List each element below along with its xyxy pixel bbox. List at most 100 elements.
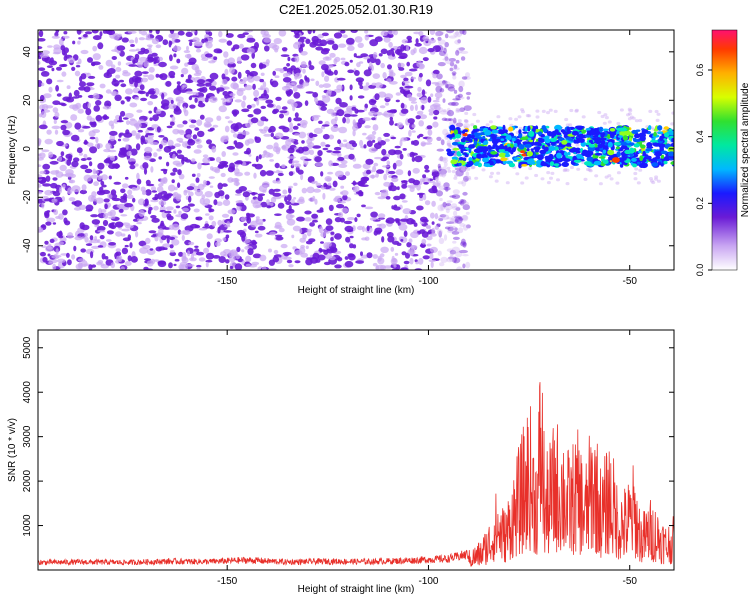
spectrogram-blob bbox=[158, 56, 164, 62]
spectrogram-signal-blob bbox=[484, 129, 492, 136]
spectrogram-blob bbox=[455, 108, 460, 112]
spectrogram-blob bbox=[79, 189, 88, 195]
spectrogram-blob bbox=[615, 181, 620, 185]
spectrogram-blob bbox=[257, 225, 266, 231]
spectrogram-blob bbox=[245, 255, 252, 263]
spectrogram-blob bbox=[411, 76, 416, 80]
spectrogram-signal-blob bbox=[607, 141, 613, 148]
spectrogram-blob bbox=[81, 184, 87, 191]
spectrogram-blob bbox=[446, 200, 453, 204]
spectrogram-blob bbox=[277, 172, 284, 177]
spectrogram-blob bbox=[349, 95, 353, 101]
spectrogram-blob bbox=[52, 177, 58, 181]
spectrogram-blob bbox=[52, 263, 57, 270]
spectrogram-blob bbox=[43, 93, 52, 99]
spectrogram-blob bbox=[88, 264, 93, 270]
spectrogram-blob bbox=[55, 30, 60, 34]
spectrogram-blob bbox=[401, 200, 408, 203]
spectrogram-blob bbox=[627, 112, 632, 116]
spectrogram-blob bbox=[41, 103, 49, 111]
spectrogram-blob bbox=[218, 163, 225, 169]
spectrogram-blob bbox=[151, 124, 159, 129]
spectrogram-blob bbox=[66, 252, 70, 258]
x-tick-label: -100 bbox=[418, 576, 438, 587]
spectrogram-blob bbox=[129, 102, 138, 108]
spectrogram-blob bbox=[372, 139, 376, 143]
spectrogram-blob bbox=[515, 172, 520, 176]
spectrogram-signal-blob bbox=[663, 160, 668, 165]
spectrogram-blob bbox=[119, 50, 125, 57]
spectrogram-blob bbox=[634, 167, 639, 171]
spectrogram-blob bbox=[227, 57, 235, 65]
spectrogram-blob bbox=[227, 166, 235, 173]
spectrogram-blob bbox=[51, 198, 58, 203]
spectrogram-blob bbox=[174, 143, 181, 148]
spectrogram-blob bbox=[96, 261, 102, 266]
spectrogram-blob bbox=[241, 108, 250, 113]
spectrogram-blob bbox=[320, 106, 327, 111]
spectrogram-blob bbox=[160, 220, 164, 226]
spectrogram-blob bbox=[289, 214, 295, 218]
spectrogram-signal-blob bbox=[616, 151, 621, 158]
spectrogram-blob bbox=[177, 30, 185, 36]
spectrogram-blob bbox=[191, 158, 196, 163]
spectrogram-blob bbox=[460, 50, 469, 55]
spectrogram-blob bbox=[336, 84, 343, 91]
spectrogram-blob bbox=[451, 170, 456, 174]
spectrogram-blob bbox=[258, 154, 262, 160]
spectrogram-blob bbox=[348, 253, 356, 261]
spectrogram-blob bbox=[325, 218, 333, 226]
spectrogram-blob bbox=[315, 162, 323, 167]
spectrogram-blob bbox=[433, 109, 440, 116]
spectrogram-blob bbox=[255, 155, 259, 163]
spectrogram-blob bbox=[395, 99, 400, 103]
spectrogram-blob bbox=[607, 120, 612, 124]
spectrogram-blob bbox=[226, 221, 231, 227]
spectrogram-blob bbox=[89, 136, 96, 140]
spectrogram-blob bbox=[426, 125, 433, 130]
spectrogram-blob bbox=[362, 132, 367, 136]
spectrogram-signal-blob bbox=[516, 139, 523, 142]
spectrogram-blob bbox=[454, 174, 459, 178]
spectrogram-blob bbox=[145, 130, 149, 134]
spectrogram-blob bbox=[281, 164, 286, 169]
spectrogram-signal-blob bbox=[549, 138, 557, 142]
x-tick-label: -50 bbox=[622, 276, 637, 287]
spectrogram-blob bbox=[245, 123, 252, 128]
spectrogram-blob bbox=[372, 254, 378, 259]
spectrogram-blob bbox=[178, 173, 185, 180]
spectrogram-blob bbox=[349, 235, 354, 239]
spectrogram-blob bbox=[451, 71, 457, 75]
spectrogram-blob bbox=[56, 93, 62, 97]
spectrogram-blob bbox=[362, 117, 371, 121]
spectrogram-blob bbox=[447, 86, 455, 92]
spectrogram-blob bbox=[302, 68, 306, 74]
spectrogram-blob bbox=[119, 79, 124, 83]
spectrogram-blob bbox=[438, 165, 442, 172]
spectrogram-blob bbox=[294, 112, 299, 118]
spectrogram-blob bbox=[148, 110, 152, 114]
spectrogram-blob bbox=[203, 121, 212, 128]
spectrogram-blob bbox=[143, 74, 149, 77]
spectrogram-signal-blob bbox=[520, 150, 525, 154]
spectrogram-signal-blob bbox=[458, 145, 465, 149]
spectrogram-blob bbox=[434, 83, 440, 87]
spectrogram-blob bbox=[63, 55, 68, 61]
spectrogram-blob bbox=[258, 128, 264, 132]
spectrogram-signal-blob bbox=[504, 145, 508, 150]
spectrogram-blob bbox=[115, 221, 124, 228]
spectrogram-blob bbox=[455, 207, 461, 211]
spectrogram-blob bbox=[95, 136, 99, 144]
spectrogram-blob bbox=[384, 138, 390, 142]
spectrogram-signal-blob bbox=[566, 126, 570, 133]
spectrogram-blob bbox=[406, 218, 415, 225]
spectrogram-blob bbox=[106, 230, 114, 235]
spectrogram-blob bbox=[59, 230, 63, 237]
spectrogram-blob bbox=[381, 148, 387, 156]
spectrogram-blob bbox=[188, 96, 193, 101]
spectrogram-blob bbox=[67, 187, 73, 195]
spectrogram-blob bbox=[400, 74, 407, 79]
spectrogram-blob bbox=[44, 240, 49, 245]
spectrogram-blob bbox=[320, 141, 326, 147]
spectrogram-signal-blob bbox=[458, 162, 462, 167]
